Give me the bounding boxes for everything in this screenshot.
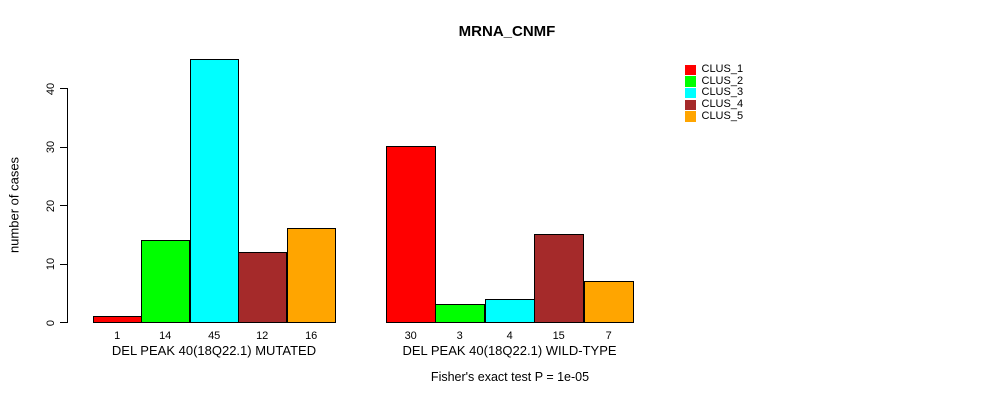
bar: [238, 252, 287, 323]
bar: [141, 240, 190, 323]
legend-swatch: [685, 76, 696, 87]
bar: [93, 316, 142, 323]
category-label: DEL PEAK 40(18Q22.1) WILD-TYPE: [402, 343, 617, 358]
bar-value-label: 15: [552, 330, 565, 342]
legend-label: CLUS_4: [701, 98, 744, 111]
y-tick-label: 40: [45, 82, 57, 95]
bar-value-label: 14: [159, 330, 172, 342]
legend-label: CLUS_3: [701, 86, 744, 99]
bar: [534, 234, 584, 323]
legend-label: CLUS_1: [701, 63, 744, 75]
y-tick: [60, 263, 67, 265]
bar-value-label: 16: [305, 330, 318, 342]
bar: [287, 228, 336, 323]
bar-value-label: 3: [456, 330, 463, 342]
legend-swatch: [685, 111, 696, 122]
y-tick: [60, 322, 67, 323]
bar: [386, 146, 436, 323]
bar-value-label: 1: [114, 330, 121, 342]
y-axis-line: [67, 88, 68, 323]
bar: [584, 281, 634, 323]
chart-footer: Fisher's exact test P = 1e-05: [430, 370, 590, 384]
legend-swatch: [685, 64, 696, 76]
bar-value-label: 4: [506, 330, 513, 342]
bar-value-label: 7: [605, 330, 612, 342]
y-tick-label: 10: [45, 257, 57, 271]
bar: [435, 304, 485, 323]
bar: [190, 59, 239, 323]
y-tick: [60, 205, 67, 206]
y-tick-label: 20: [45, 199, 57, 212]
legend: CLUS_1 CLUS_2 CLUS_3 CLUS_4 CLUS_5: [685, 63, 744, 123]
legend-row: CLUS_5: [685, 109, 744, 123]
bar-value-label: 30: [404, 330, 417, 342]
y-tick: [60, 88, 67, 89]
bar: [485, 299, 535, 323]
y-tick-label: 30: [45, 140, 57, 154]
legend-label: CLUS_2: [701, 74, 744, 87]
legend-swatch: [685, 99, 696, 111]
legend-row: CLUS_4: [685, 98, 744, 111]
chart-title: MRNA_CNMF: [458, 23, 556, 40]
legend-row: CLUS_1: [685, 63, 744, 76]
legend-swatch: [685, 87, 696, 99]
bar-value-label: 12: [256, 330, 269, 342]
y-tick: [60, 146, 67, 148]
legend-row: CLUS_3: [685, 87, 743, 99]
category-label: DEL PEAK 40(18Q22.1) MUTATED: [111, 343, 317, 358]
y-tick-label: 0: [45, 319, 57, 326]
bar-value-label: 45: [208, 330, 221, 342]
legend-row: CLUS_2: [685, 74, 744, 88]
legend-label: CLUS_5: [701, 109, 744, 122]
